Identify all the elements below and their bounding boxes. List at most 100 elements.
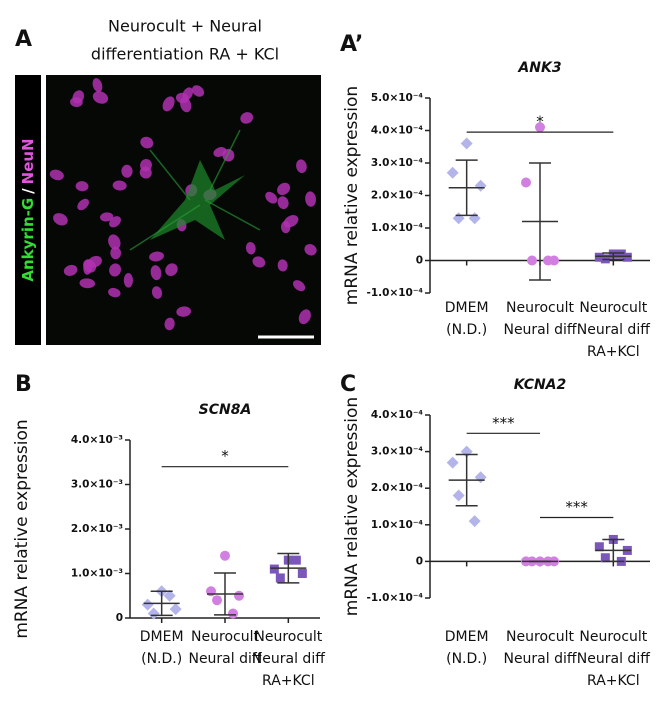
point [474,471,487,484]
significance-label: *** [492,414,515,432]
x-tick-label: RA+KCl [587,673,640,689]
x-tick-label: DMEM [445,300,489,316]
x-tick-label: Neurocult [191,629,259,645]
y-tick-label: 1.0×10⁻⁴ [371,519,424,531]
panel-label: A [15,27,32,52]
stain-legend: Ankyrin-G / NeuN [19,138,37,281]
x-tick-label: DMEM [140,629,184,645]
x-tick-label: DMEM [445,629,489,645]
nucleus [49,169,64,181]
point [212,595,222,606]
y-axis-label: mRNA relative expression [342,86,362,305]
nucleus [277,182,291,196]
nucleus [192,85,205,97]
nucleus [162,96,175,112]
x-tick-label: RA+KCl [262,673,315,689]
nucleus [77,198,89,211]
point [147,607,160,620]
nucleus [92,91,109,104]
nucleus [280,220,291,234]
point [275,573,285,583]
chart-title: KCNA2 [514,377,567,393]
point [220,550,230,561]
nucleus [140,158,152,172]
neurites [129,129,261,251]
nucleus [296,159,307,174]
x-tick-label: Neural diff [503,651,576,667]
significance-label: * [536,113,544,131]
nucleus [100,212,114,222]
point [600,553,610,563]
y-tick-label: 2.0×10⁻³ [71,523,124,535]
panel-label: B [15,372,32,397]
point [269,564,279,574]
point [446,166,459,179]
nucleus [304,243,317,256]
nucleus [176,306,192,317]
point [535,122,545,133]
y-tick-label: 1.0×10⁻³ [71,568,124,580]
point [521,177,531,188]
point [228,608,238,619]
nucleus [151,286,163,299]
nucleus [165,263,178,277]
x-tick-label: RA+KCl [587,344,640,360]
panel-a: A Neurocult + Neural differentiation RA … [15,17,321,345]
x-tick-label: Neural diff [503,322,576,338]
x-tick-label: Neurocult [506,629,574,645]
point [291,555,301,565]
x-tick-label: Neural diff [188,651,261,667]
x-tick-label: (N.D.) [446,322,487,338]
nucleus [149,251,164,262]
y-tick-label: 4.0×10⁻⁴ [371,125,424,137]
nucleus [53,213,68,226]
nucleus [182,87,194,101]
y-tick-label: -1.0×10⁻⁴ [366,287,423,299]
point [169,603,182,616]
significance-label: *** [565,498,588,516]
y-tick-label: 4.0×10⁻⁴ [371,409,424,421]
y-tick-label: -1.0×10⁻⁴ [366,592,423,604]
x-tick-label: Neural diff [252,651,325,667]
nucleus [277,259,288,272]
nucleus [63,264,78,276]
y-axis-label: mRNA relative expression [342,397,362,616]
point [452,489,465,502]
point [460,137,473,150]
point [622,252,632,262]
y-tick-label: 3.0×10⁻⁴ [371,446,424,458]
stain-1: Ankyrin-G [19,198,37,282]
y-tick-label: 0 [116,612,123,624]
panel-label: A’ [340,32,363,57]
x-tick-label: (N.D.) [141,651,182,667]
x-tick-label: Neurocult [579,629,647,645]
nucleus [298,309,311,325]
point [594,252,604,262]
point [163,589,176,602]
y-tick-label: 4.0×10⁻³ [71,434,124,446]
nucleus [123,272,134,288]
y-tick-label: 3.0×10⁻⁴ [371,157,424,169]
chart-title: ANK3 [517,60,561,76]
nucleus [277,196,289,210]
panel-title: differentiation RA + KCl [91,45,279,64]
nucleus [70,97,83,108]
y-axis-label: mRNA relative expression [12,419,32,638]
nucleus [121,164,133,178]
y-tick-label: 0 [416,555,423,567]
panel-label: C [340,372,356,397]
neuron [150,160,245,240]
nucleus [79,278,96,289]
x-tick-label: Neurocult [506,300,574,316]
stain-sidebar [15,75,41,345]
point [468,212,481,225]
point [141,598,154,611]
nucleus [110,246,121,260]
nucleus [240,112,254,124]
nucleus [109,263,122,277]
chart-title: SCN8A [199,402,252,418]
nucleus [75,181,89,192]
nucleus [292,280,306,292]
point [594,542,604,552]
